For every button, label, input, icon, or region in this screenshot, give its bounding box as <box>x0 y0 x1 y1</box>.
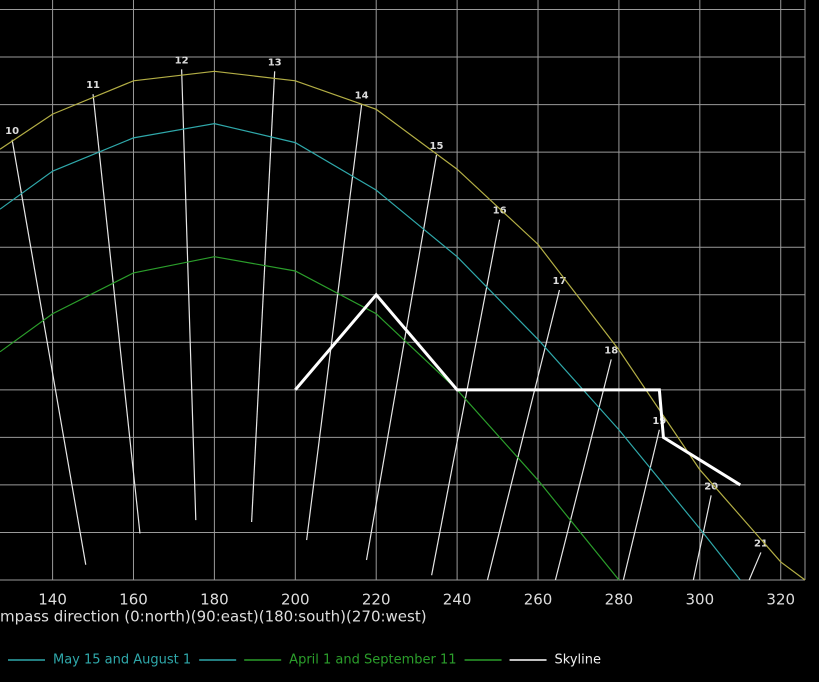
hour-label: 11 <box>86 80 100 91</box>
legend-label: April 1 and September 11 <box>289 653 456 668</box>
x-tick-label: 240 <box>443 591 472 609</box>
hour-line <box>365 154 438 561</box>
x-tick-label: 280 <box>605 591 634 609</box>
hour-label: 14 <box>355 91 369 102</box>
hour-label: 18 <box>604 345 618 356</box>
series-line <box>0 122 741 581</box>
hour-label: 12 <box>175 55 189 66</box>
legend-label: May 15 and August 1 <box>53 653 191 668</box>
legend-label: Skyline <box>555 653 601 668</box>
x-tick-label: 320 <box>766 591 795 609</box>
hour-line <box>181 69 197 521</box>
hour-line <box>11 139 87 565</box>
x-tick-label: 200 <box>281 591 310 609</box>
hour-label: 15 <box>430 141 444 152</box>
series-line <box>294 292 742 487</box>
hour-line <box>622 429 660 581</box>
hour-label: 16 <box>493 206 507 217</box>
x-tick-label: 140 <box>38 591 67 609</box>
hour-label: 13 <box>268 57 282 68</box>
hour-line <box>692 495 712 581</box>
x-tick-label: 260 <box>524 591 553 609</box>
hour-label: 20 <box>704 481 718 492</box>
x-tick-label: 160 <box>119 591 148 609</box>
series-line <box>0 256 620 581</box>
hour-line <box>251 71 276 523</box>
x-axis-label: mpass direction (0:north)(90:east)(180:s… <box>0 608 427 626</box>
hour-line <box>92 94 141 534</box>
hour-line <box>306 104 363 541</box>
x-tick-label: 300 <box>686 591 715 609</box>
series-line <box>0 70 806 581</box>
hour-line <box>748 552 762 581</box>
hour-line <box>554 359 612 581</box>
x-tick-label: 220 <box>362 591 391 609</box>
x-tick-label: 180 <box>200 591 229 609</box>
hour-label: 10 <box>5 126 19 137</box>
hour-label: 17 <box>552 276 566 287</box>
hour-line <box>486 289 561 581</box>
hour-label: 21 <box>754 538 768 549</box>
hour-label: 19 <box>652 416 666 427</box>
hour-line <box>431 219 501 576</box>
